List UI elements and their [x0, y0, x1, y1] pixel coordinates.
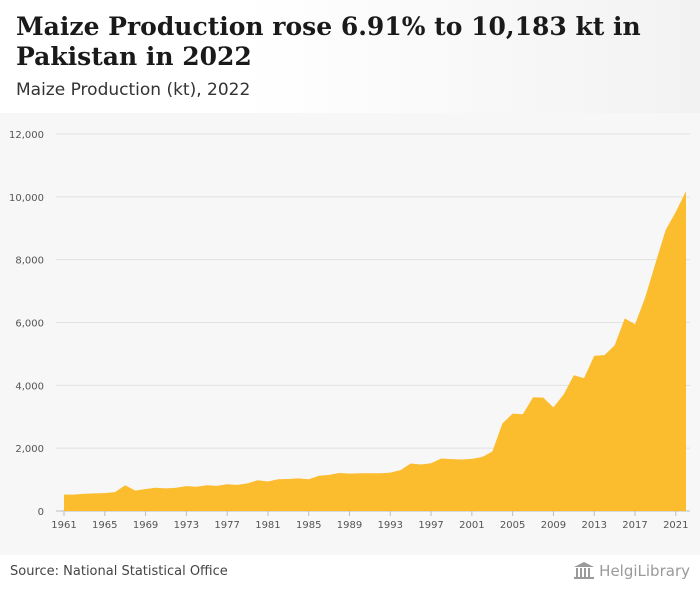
x-tick-label: 1997 — [418, 520, 443, 531]
x-tick-label: 1993 — [378, 520, 403, 531]
x-tick-label: 1977 — [214, 520, 239, 531]
x-tick-label: 1961 — [51, 520, 76, 531]
x-tick-label: 1985 — [296, 520, 321, 531]
y-tick-label: 2,000 — [15, 444, 44, 455]
helgi-library-logo[interactable]: HelgiLibrary — [573, 562, 690, 580]
library-building-icon — [574, 562, 595, 579]
x-tick-label: 2009 — [541, 520, 566, 531]
chart-title: Maize Production rose 6.91% to 10,183 kt… — [16, 12, 641, 71]
x-tick-label: 1969 — [133, 520, 158, 531]
source-note: Source: National Statistical Office — [10, 564, 228, 579]
chart-area: 0 2,000 4,000 6,000 8,000 10,000 12,000 1961 196… — [0, 113, 700, 555]
logo-text: HelgiLibrary — [599, 562, 690, 580]
x-tick-label: 2021 — [663, 520, 688, 531]
x-tick-label: 2017 — [622, 520, 647, 531]
x-tick-label: 2013 — [582, 520, 607, 531]
y-tick-label: 8,000 — [15, 256, 44, 267]
area-chart: 0 2,000 4,000 6,000 8,000 10,000 12,000 1961 196… — [9, 130, 690, 531]
y-tick-label: 12,000 — [9, 130, 44, 141]
area-series — [64, 191, 686, 511]
x-tick-label: 1989 — [337, 520, 362, 531]
x-tick-label: 1973 — [174, 520, 199, 531]
x-tick-label: 1965 — [92, 520, 117, 531]
x-tick-label: 1981 — [255, 520, 280, 531]
y-tick-label: 6,000 — [15, 319, 44, 330]
x-tick-label: 2001 — [459, 520, 484, 531]
x-tick-label: 2005 — [500, 520, 525, 531]
header: Maize Production rose 6.91% to 10,183 kt… — [0, 0, 700, 113]
chart-subtitle: Maize Production (kt), 2022 — [16, 80, 251, 100]
y-tick-label: 0 — [38, 507, 44, 518]
y-tick-label: 10,000 — [9, 193, 44, 204]
y-tick-label: 4,000 — [15, 381, 44, 392]
